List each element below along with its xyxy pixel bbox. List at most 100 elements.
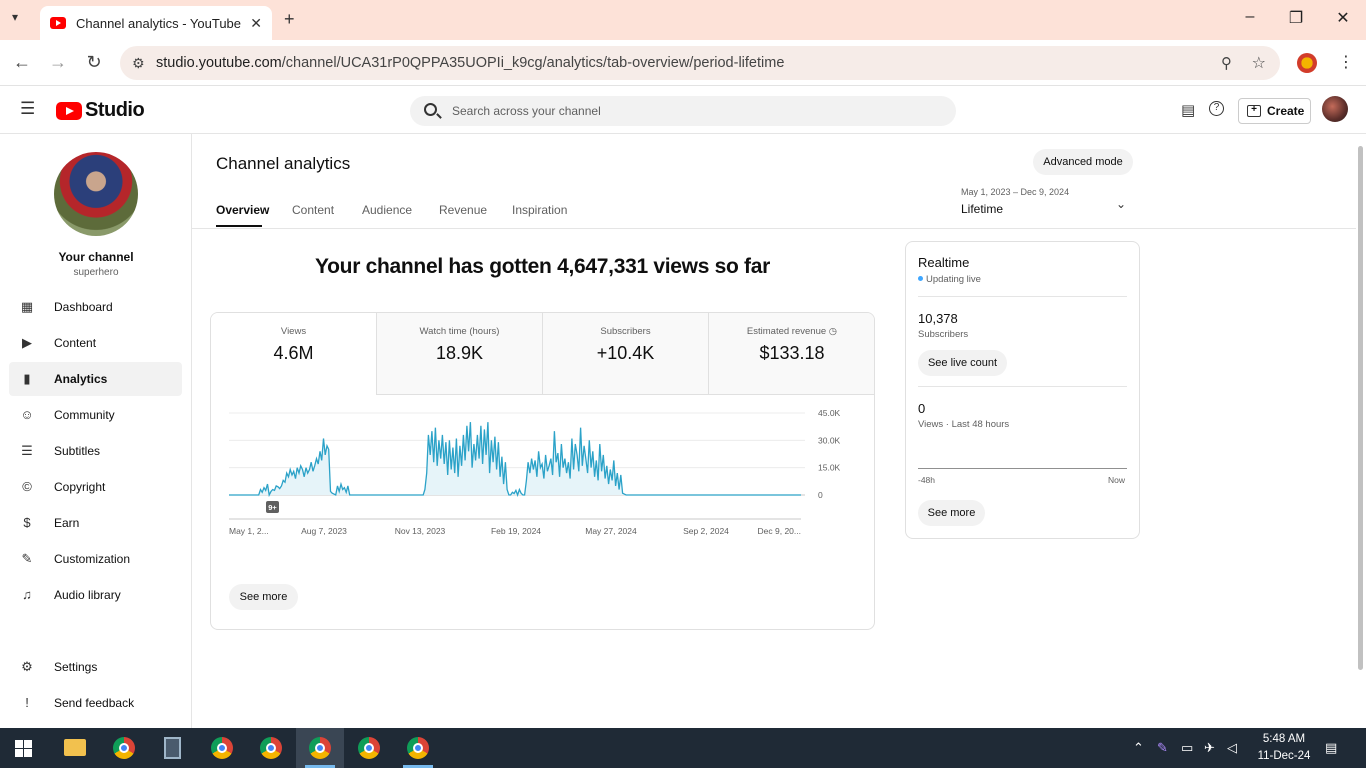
sidebar-item-content[interactable]: ▶ Content [9,326,182,360]
sidebar-item-settings[interactable]: ⚙ Settings [9,650,182,684]
back-icon[interactable]: ← [13,52,31,72]
content-icon: ▶ [22,335,32,350]
sidebar-item-label: Audio library [54,588,121,602]
scrollbar-thumb[interactable] [1358,146,1363,670]
youtube-favicon-icon [50,17,66,29]
realtime-views-value: 0 [918,401,926,416]
notifications-icon[interactable]: ▤ [1325,740,1338,755]
see-live-count-button[interactable]: See live count [918,350,1007,376]
metric-subscribers[interactable]: Subscribers +10.4K [543,313,709,395]
create-label: Create [1267,104,1305,118]
airplane-mode-icon[interactable]: ✈ [1204,740,1215,755]
close-window-icon[interactable]: ✕ [1336,10,1350,27]
live-dot-icon [918,276,923,281]
url-domain: studio.youtube.com [156,55,282,71]
realtime-subscribers-label: Subscribers [918,329,969,340]
copyright-icon: © [22,479,32,494]
pen-icon[interactable]: ✎ [1157,740,1168,755]
sidebar-item-customization[interactable]: ✎ Customization [9,542,182,576]
calculator-icon[interactable] [164,737,181,759]
sidebar-item-audio-library[interactable]: ♫ Audio library [9,578,182,612]
channel-avatar[interactable] [54,152,138,236]
restore-icon[interactable]: ❐ [1288,10,1304,27]
studio-header: ☰ Studio Search across your channel ▤ ? … [0,86,1366,134]
period-range[interactable]: May 1, 2023 – Dec 9, 2024 [961,187,1070,197]
sidebar-item-earn[interactable]: $ Earn [9,506,182,540]
help-icon[interactable]: ? [1209,101,1224,116]
realtime-see-more-button[interactable]: See more [918,500,985,526]
create-button[interactable]: + Create [1238,98,1311,124]
sidebar-item-label: Subtitles [54,444,101,458]
tab-close-icon[interactable]: ✕ [250,14,262,31]
windows-start-icon[interactable] [15,740,32,757]
new-tab-icon[interactable]: + [284,9,295,29]
youtube-logo-icon[interactable] [56,102,82,120]
hamburger-menu-icon[interactable]: ☰ [20,99,36,118]
url-field[interactable]: ⚙ studio.youtube.com/channel/UCA31rP0QPP… [120,46,1280,80]
chrome-icon[interactable] [260,737,282,759]
tab-inspiration[interactable]: Inspiration [512,203,568,217]
site-settings-icon[interactable]: ⚙ [132,55,145,71]
metric-watch-time[interactable]: Watch time (hours) 18.9K [377,313,543,395]
account-avatar[interactable] [1322,96,1348,122]
minimize-icon[interactable]: – [1245,8,1255,25]
zoom-icon[interactable]: ⚲ [1221,55,1232,72]
sidebar-item-community[interactable]: ☺ Community [9,398,182,432]
metric-views[interactable]: Views 4.6M [211,313,377,395]
sidebar-item-dashboard[interactable]: ▦ Dashboard [9,290,182,324]
sidebar-item-send-feedback[interactable]: ! Send feedback [9,686,182,720]
realtime-status-text: Updating live [926,274,981,285]
x-tick-label: Aug 7, 2023 [301,526,347,536]
bookmark-star-icon[interactable]: ☆ [1251,55,1266,72]
period-label[interactable]: Lifetime [961,202,1004,216]
chrome-icon[interactable] [113,737,135,759]
reload-icon[interactable]: ↻ [86,52,102,72]
see-more-button[interactable]: See more [229,584,298,610]
metric-value: $133.18 [759,343,825,363]
realtime-subscribers-value: 10,378 [918,311,958,326]
period-dropdown-chevron-icon[interactable]: ⌄ [1116,197,1127,211]
overview-chart-card: Views 4.6M Watch time (hours) 18.9K Subs… [210,312,875,630]
address-bar-row: ← → ↻ ⚙ studio.youtube.com/channel/UCA31… [0,40,1366,86]
tab-audience[interactable]: Audience [362,203,413,217]
tray-chevron-icon[interactable]: ⌃ [1133,740,1144,755]
file-explorer-icon[interactable] [64,739,86,756]
chrome-icon[interactable] [309,737,331,759]
captions-icon[interactable]: ▤ [1181,102,1196,119]
tab-list-chevron-icon[interactable]: ▾ [12,10,19,24]
subtitles-icon: ☰ [21,443,33,458]
taskbar-time[interactable]: 5:48 AM [1262,733,1306,745]
chrome-icon[interactable] [358,737,380,759]
channel-search-input[interactable]: Search across your channel [410,96,956,126]
sidebar-item-subtitles[interactable]: ☰ Subtitles [9,434,182,468]
metric-value: +10.4K [596,343,655,363]
sidebar-item-label: Dashboard [54,300,113,314]
chart-area-fill [229,422,801,495]
taskbar-date[interactable]: 11-Dec-24 [1257,750,1311,762]
browser-tab-active[interactable]: Channel analytics - YouTube Studio ✕ [40,6,272,40]
battery-icon[interactable]: ▭ [1181,740,1194,755]
browser-menu-icon[interactable]: ⋮ [1338,54,1354,71]
metric-estimated-revenue[interactable]: Estimated revenue ◷ $133.18 [709,313,874,395]
profile-avatar-icon[interactable] [1297,53,1317,73]
x-tick-label: Feb 19, 2024 [491,526,541,536]
settings-icon: ⚙ [21,659,33,674]
tab-overview[interactable]: Overview [216,203,270,217]
advanced-mode-button[interactable]: Advanced mode [1033,149,1133,175]
forward-icon[interactable]: → [49,52,67,72]
chrome-icon[interactable] [211,737,233,759]
analytics-icon: ▮ [23,371,31,386]
sidebar-item-analytics[interactable]: ▮ Analytics [9,362,182,396]
tab-revenue[interactable]: Revenue [439,203,488,217]
metric-label: Views [280,326,307,337]
sidebar: Your channel superhero ▦ Dashboard ▶ Con… [0,134,192,728]
feedback-icon: ! [25,695,29,710]
studio-logo-text[interactable]: Studio [85,99,145,121]
x-tick-label: Dec 9, 20... [758,526,801,536]
sidebar-item-copyright[interactable]: © Copyright [9,470,182,504]
chrome-icon[interactable] [407,737,429,759]
volume-icon[interactable]: ◁ [1227,740,1237,755]
realtime-axis-start: -48h [918,475,936,485]
active-tab-indicator [216,225,262,227]
tab-content[interactable]: Content [292,203,335,217]
